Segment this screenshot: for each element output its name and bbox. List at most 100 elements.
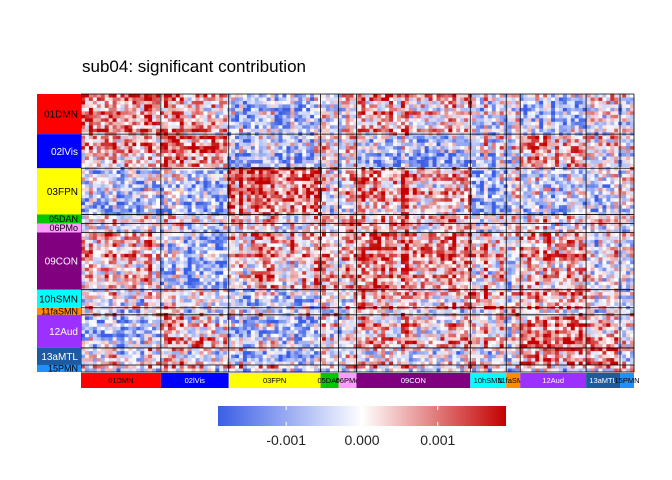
heatmap-cell [290, 215, 295, 220]
heatmap-cell [551, 170, 556, 175]
heatmap-cell [491, 125, 497, 130]
heatmap-cell [270, 94, 276, 98]
heatmap-cell [507, 97, 513, 102]
heatmap-cell [412, 139, 418, 144]
heatmap-cell [128, 153, 133, 158]
heatmap-cell [535, 170, 540, 175]
heatmap-cell [555, 191, 560, 196]
heatmap-cell [353, 107, 358, 112]
heatmap-cell [432, 163, 437, 168]
heatmap-cell [282, 173, 287, 178]
heatmap-cell [92, 125, 98, 130]
heatmap-cell [341, 191, 347, 196]
heatmap-cell [547, 107, 552, 112]
heatmap-cell [630, 180, 635, 185]
heatmap-cell [290, 104, 295, 109]
heatmap-cell [594, 198, 599, 203]
heatmap-cell [400, 153, 406, 158]
heatmap-cell [543, 111, 548, 116]
heatmap-cell [211, 142, 216, 147]
heatmap-cell [606, 114, 611, 119]
heatmap-cell [163, 114, 169, 119]
heatmap-cell [298, 160, 303, 165]
heatmap-cell [219, 198, 224, 203]
heatmap-cell [294, 177, 299, 182]
heatmap-cell [136, 177, 141, 182]
heatmap-cell [440, 153, 445, 158]
heatmap-cell [84, 121, 90, 126]
heatmap-cell [84, 205, 90, 210]
heatmap-cell [428, 97, 434, 102]
heatmap-cell [329, 180, 335, 185]
heatmap-cell [479, 205, 485, 210]
heatmap-cell [373, 194, 378, 199]
heatmap-cell [507, 198, 513, 203]
heatmap-cell [389, 191, 394, 196]
heatmap-cell [163, 166, 169, 171]
heatmap-cell [590, 107, 595, 112]
heatmap-cell [539, 142, 544, 147]
heatmap-cell [262, 208, 268, 213]
heatmap-cell [555, 153, 560, 158]
heatmap-cell [333, 166, 339, 171]
heatmap-cell [314, 177, 319, 182]
heatmap-cell [254, 180, 260, 185]
heatmap-cell [219, 118, 224, 123]
heatmap-cell [566, 107, 572, 112]
heatmap-cell [124, 177, 129, 182]
heatmap-cell [448, 118, 453, 123]
heatmap-cell [337, 135, 343, 140]
heatmap-cell [195, 111, 200, 116]
heatmap-cell [92, 208, 98, 213]
heatmap-cell [472, 170, 477, 175]
heatmap-cell [183, 104, 189, 109]
heatmap-cell [112, 173, 118, 178]
heatmap-cell [464, 170, 469, 175]
heatmap-cell [547, 166, 552, 171]
heatmap-cell [365, 121, 370, 126]
heatmap-cell [570, 125, 576, 130]
heatmap-cell [515, 208, 520, 213]
heatmap-cell [353, 94, 358, 98]
heatmap-cell [167, 170, 173, 175]
heatmap-cell [294, 135, 299, 140]
heatmap-cell [507, 163, 513, 168]
heatmap-cell [397, 194, 402, 199]
heatmap-cell [92, 128, 98, 133]
heatmap-cell [325, 125, 331, 130]
heatmap-cell [258, 201, 264, 206]
heatmap-cell [148, 149, 153, 154]
heatmap-cell [582, 160, 588, 165]
heatmap-cell [472, 180, 477, 185]
heatmap-cell [349, 153, 355, 158]
heatmap-cell [104, 97, 110, 102]
heatmap-cell [306, 118, 311, 123]
heatmap-cell [555, 111, 560, 116]
heatmap-cell [341, 166, 347, 171]
heatmap-cell [242, 205, 248, 210]
heatmap-cell [282, 97, 287, 102]
heatmap-cell [345, 118, 351, 123]
heatmap-cell [246, 170, 252, 175]
heatmap-cell [108, 166, 114, 171]
heatmap-cell [499, 163, 505, 168]
heatmap-cell [175, 205, 181, 210]
heatmap-cell [527, 163, 532, 168]
heatmap-cell [432, 170, 437, 175]
heatmap-cell [610, 135, 615, 140]
heatmap-cell [207, 198, 212, 203]
heatmap-cell [262, 205, 268, 210]
heatmap-cell [290, 97, 295, 102]
heatmap-cell [523, 100, 528, 105]
heatmap-cell [167, 97, 173, 102]
heatmap-cell [100, 94, 106, 98]
heatmap-cell [416, 156, 422, 161]
heatmap-cell [416, 100, 422, 105]
heatmap-cell [393, 191, 398, 196]
heatmap-cell [116, 121, 121, 126]
heatmap-cell [511, 121, 516, 126]
heatmap-cell [183, 94, 189, 98]
heatmap-cell [337, 128, 343, 133]
heatmap-cell [314, 194, 319, 199]
heatmap-cell [436, 111, 441, 116]
